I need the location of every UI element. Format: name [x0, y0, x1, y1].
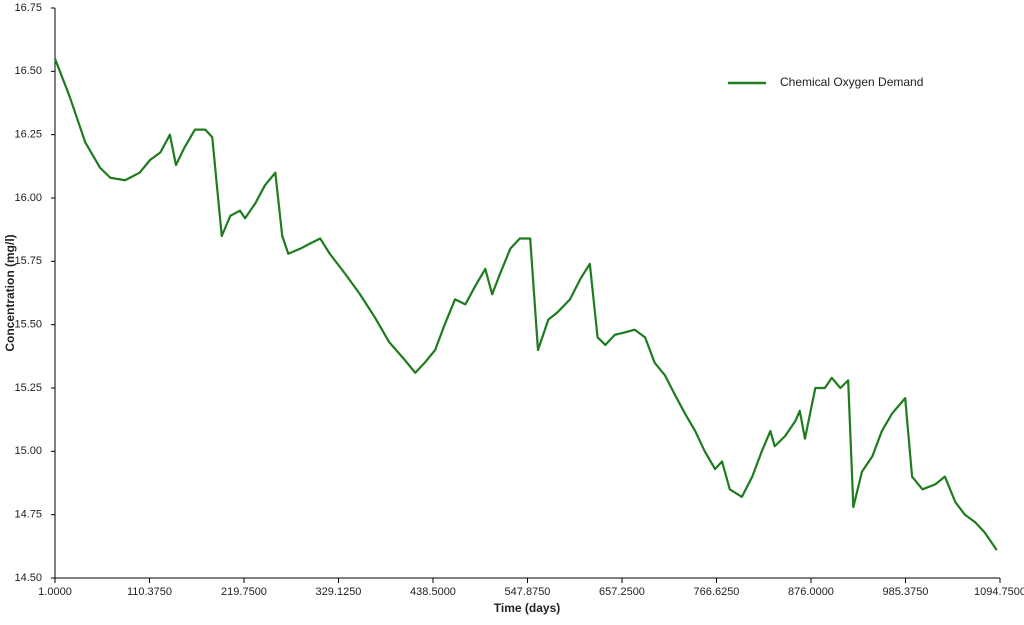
- legend-label: Chemical Oxygen Demand: [780, 75, 923, 89]
- x-tick-label: 219.7500: [221, 586, 267, 598]
- y-tick-label: 15.25: [14, 382, 42, 394]
- y-tick-label: 16.25: [14, 129, 42, 141]
- y-tick-label: 14.50: [14, 572, 42, 584]
- y-tick-label: 15.50: [14, 319, 42, 331]
- y-tick-label: 15.75: [14, 255, 42, 267]
- x-axis-title: Time (days): [494, 601, 560, 615]
- x-tick-label: 985.3750: [883, 586, 929, 598]
- x-tick-label: 876.0000: [788, 586, 834, 598]
- x-tick-label: 110.3750: [127, 586, 172, 598]
- x-tick-label: 547.8750: [505, 586, 551, 598]
- y-tick-label: 16.00: [14, 192, 42, 204]
- x-tick-label: 1094.7500: [974, 586, 1024, 598]
- y-tick-label: 14.75: [14, 509, 42, 521]
- x-tick-label: 766.6250: [694, 586, 740, 598]
- data-line: [53, 58, 998, 551]
- y-tick-label: 15.00: [14, 445, 42, 457]
- x-tick-label: 657.2500: [599, 586, 645, 598]
- y-tick-label: 16.50: [14, 65, 42, 77]
- y-axis-title: Concentration (mg/l): [3, 234, 17, 351]
- y-tick-label: 16.75: [14, 2, 42, 14]
- x-tick-label: 329.1250: [316, 586, 362, 598]
- x-tick-label: 1.0000: [38, 586, 72, 598]
- x-tick-label: 438.5000: [410, 586, 456, 598]
